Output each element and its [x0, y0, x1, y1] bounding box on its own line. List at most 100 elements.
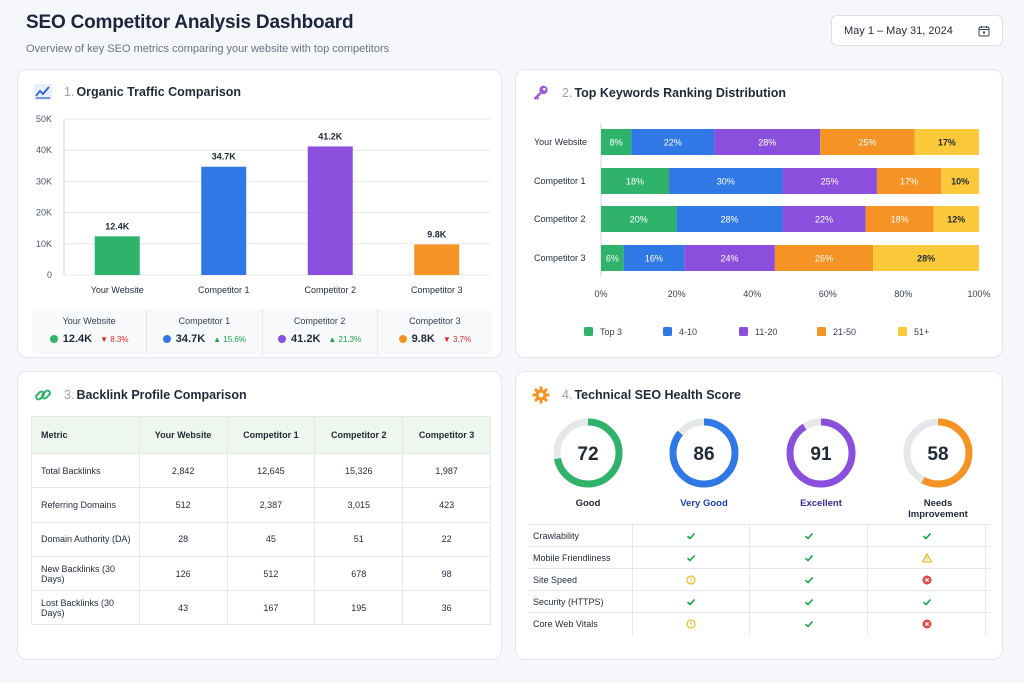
- traffic-bar[interactable]: [414, 244, 460, 275]
- keywords-card: 2. Top Keywords Ranking Distribution 0% 2…: [515, 69, 1003, 358]
- stat-change: ▼ 8.3%: [100, 334, 129, 344]
- bar-value-label: 34.7K: [212, 152, 237, 162]
- table-cell: 36: [402, 590, 491, 625]
- ranking-segment[interactable]: [782, 206, 866, 232]
- check-name: Site Speed: [529, 568, 633, 591]
- ranking-segment[interactable]: [820, 129, 915, 155]
- date-range-picker[interactable]: May 1 – May 31, 2024: [831, 15, 1003, 46]
- table-row: New Backlinks (30 Days) 126 512 678 98: [31, 555, 491, 591]
- gauge-score: 72: [577, 444, 598, 465]
- column-header[interactable]: Metric: [31, 416, 140, 454]
- legend-swatch: [898, 327, 907, 336]
- traffic-stat: Competitor 3 9.8K ▼ 3.7%: [378, 309, 492, 355]
- check-status: [867, 612, 987, 635]
- ranking-segment[interactable]: [676, 206, 783, 232]
- check-icon: [686, 532, 696, 540]
- check-status: [632, 568, 751, 591]
- traffic-bar[interactable]: [94, 236, 140, 275]
- ranking-segment[interactable]: [941, 168, 979, 194]
- stat-change: ▼ 3.7%: [442, 334, 472, 344]
- segment-value-label: 18%: [891, 215, 909, 225]
- ranking-segment[interactable]: [782, 168, 877, 194]
- column-header[interactable]: Your Website: [139, 416, 228, 454]
- segment-value-label: 22%: [664, 138, 682, 148]
- ranking-segment[interactable]: [601, 245, 624, 271]
- check-status: [632, 590, 751, 613]
- check-status: [749, 612, 869, 635]
- column-header[interactable]: Competitor 2: [314, 416, 404, 454]
- check-status: [632, 612, 751, 635]
- ranking-segment[interactable]: [623, 245, 685, 271]
- x-tick-label: 60%: [819, 289, 837, 299]
- y-tick-label: Competitor 2: [534, 214, 586, 224]
- page-subtitle: Overview of key SEO metrics comparing yo…: [26, 43, 390, 55]
- table-cell: 126: [139, 555, 228, 591]
- gauge-score: 91: [810, 444, 832, 465]
- ranking-segment[interactable]: [914, 129, 979, 155]
- check-status: [749, 546, 869, 569]
- ranking-segment[interactable]: [876, 168, 942, 194]
- check-status: [632, 546, 751, 569]
- check-icon: [922, 598, 931, 606]
- check-row: Security (HTTPS): [529, 590, 991, 613]
- technical-seo-title: 4. Technical SEO Health Score: [532, 386, 741, 404]
- ranking-segment[interactable]: [714, 129, 821, 155]
- ranking-segment[interactable]: [601, 129, 632, 155]
- check-status-empty: [985, 590, 991, 613]
- traffic-bar[interactable]: [307, 146, 353, 275]
- table-cell: 43: [139, 590, 228, 625]
- error-icon: [922, 575, 932, 585]
- gauge-arc: [553, 418, 623, 488]
- segment-value-label: 18%: [626, 177, 644, 187]
- check-row: Mobile Friendliness: [529, 546, 991, 569]
- backlinks-title: 3. Backlink Profile Comparison: [34, 386, 247, 404]
- ranking-segment[interactable]: [933, 206, 979, 232]
- segment-value-label: 28%: [917, 254, 935, 264]
- gauge-arc: [903, 418, 973, 488]
- x-tick-label: 0%: [594, 289, 607, 299]
- warning-icon: [921, 552, 932, 563]
- ranking-segment[interactable]: [601, 168, 670, 194]
- traffic-stat: Your Website 12.4K ▼ 8.3%: [32, 309, 148, 355]
- segment-value-label: 24%: [721, 254, 739, 264]
- y-tick-label: 10K: [36, 239, 52, 249]
- check-status: [632, 524, 751, 547]
- column-header[interactable]: Competitor 3: [402, 416, 491, 454]
- ranking-segment[interactable]: [669, 168, 783, 194]
- check-status: [867, 568, 987, 591]
- gauge-arc: [669, 418, 739, 488]
- ranking-segment[interactable]: [774, 245, 874, 271]
- check-icon: [686, 554, 696, 562]
- legend-swatch: [817, 327, 826, 336]
- ranking-segment[interactable]: [631, 129, 715, 155]
- x-tick-label: 100%: [967, 289, 990, 299]
- gauge-arc: [786, 418, 856, 488]
- table-cell: 28: [139, 521, 228, 557]
- segment-value-label: 28%: [758, 138, 776, 148]
- stat-value: 12.4K: [62, 333, 93, 345]
- ranking-segment[interactable]: [865, 206, 934, 232]
- traffic-bar[interactable]: [201, 166, 247, 275]
- x-tick-label: 20%: [668, 289, 686, 299]
- segment-value-label: 16%: [645, 254, 663, 264]
- table-row: Lost Backlinks (30 Days) 43 167 195 36: [31, 590, 491, 625]
- check-icon: [804, 532, 813, 540]
- gauge-score: 86: [693, 444, 714, 465]
- table-cell: 15,326: [314, 452, 404, 488]
- stat-label: Competitor 1: [178, 316, 231, 326]
- check-status: [749, 524, 869, 547]
- calendar-icon[interactable]: [978, 25, 990, 37]
- ranking-segment[interactable]: [873, 245, 979, 271]
- table-cell: 51: [314, 521, 404, 557]
- ranking-segment[interactable]: [601, 206, 677, 232]
- segment-value-label: 28%: [721, 215, 739, 225]
- gauge-label: Excellent: [800, 498, 842, 509]
- check-icon: [804, 554, 813, 562]
- table-cell: 678: [314, 555, 404, 591]
- keyword-distribution-chart: 0% 20% 40% 60% 80% 100% Your Website 8% 22% 28% 25…: [534, 123, 991, 337]
- segment-value-label: 26%: [815, 254, 833, 264]
- check-status: [749, 568, 869, 591]
- ranking-segment[interactable]: [684, 245, 775, 271]
- keywords-title: 2. Top Keywords Ranking Distribution: [532, 84, 786, 102]
- column-header[interactable]: Competitor 1: [227, 416, 316, 454]
